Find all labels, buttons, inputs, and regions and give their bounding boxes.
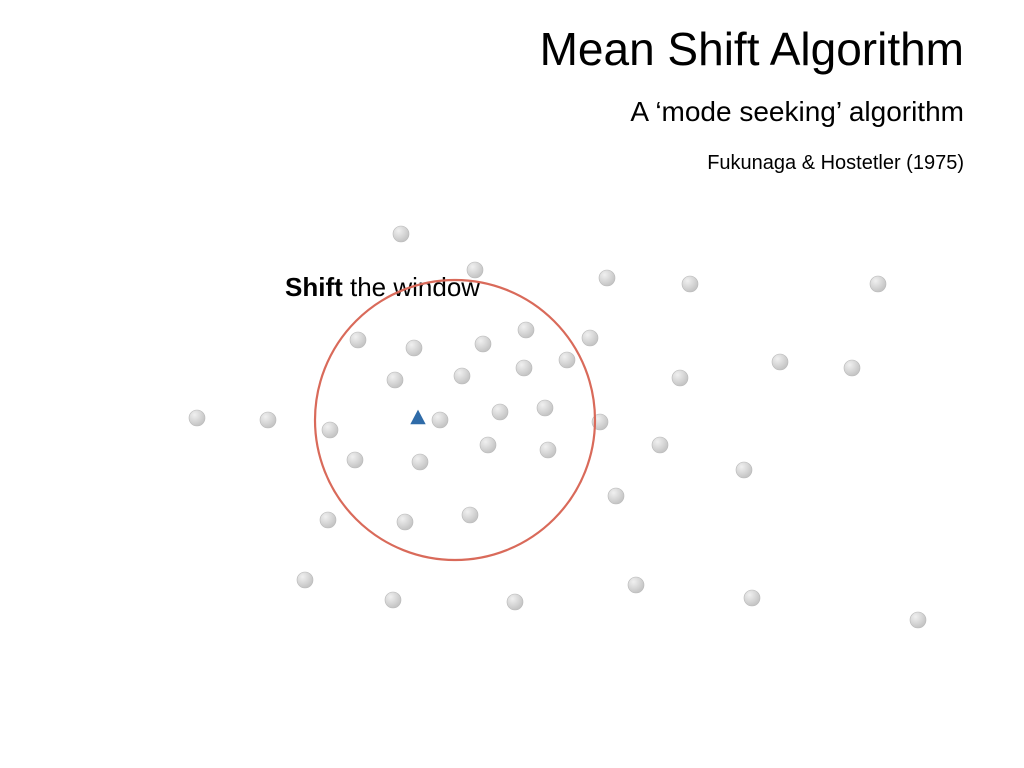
data-point: [736, 462, 752, 478]
data-point: [744, 590, 760, 606]
data-point: [387, 372, 403, 388]
data-point: [480, 437, 496, 453]
data-point: [385, 592, 401, 608]
data-point: [320, 512, 336, 528]
data-point: [454, 368, 470, 384]
data-point: [672, 370, 688, 386]
data-point: [844, 360, 860, 376]
window-circle: [315, 280, 595, 560]
data-point: [518, 322, 534, 338]
data-point: [516, 360, 532, 376]
data-point: [507, 594, 523, 610]
data-point: [537, 400, 553, 416]
data-point: [599, 270, 615, 286]
diagram-canvas: [0, 0, 1024, 768]
data-point: [467, 262, 483, 278]
scatter-points: [189, 226, 926, 628]
center-triangle-icon: [410, 410, 425, 425]
data-point: [559, 352, 575, 368]
data-point: [297, 572, 313, 588]
data-point: [412, 454, 428, 470]
data-point: [540, 442, 556, 458]
data-point: [462, 507, 478, 523]
data-point: [475, 336, 491, 352]
data-point: [393, 226, 409, 242]
data-point: [608, 488, 624, 504]
data-point: [350, 332, 366, 348]
data-point: [772, 354, 788, 370]
data-point: [870, 276, 886, 292]
data-point: [260, 412, 276, 428]
data-point: [406, 340, 422, 356]
data-point: [397, 514, 413, 530]
data-point: [432, 412, 448, 428]
data-point: [682, 276, 698, 292]
data-point: [910, 612, 926, 628]
data-point: [322, 422, 338, 438]
data-point: [652, 437, 668, 453]
data-point: [189, 410, 205, 426]
data-point: [582, 330, 598, 346]
data-point: [628, 577, 644, 593]
data-point: [492, 404, 508, 420]
slide: Mean Shift Algorithm A ‘mode seeking’ al…: [0, 0, 1024, 768]
data-point: [347, 452, 363, 468]
